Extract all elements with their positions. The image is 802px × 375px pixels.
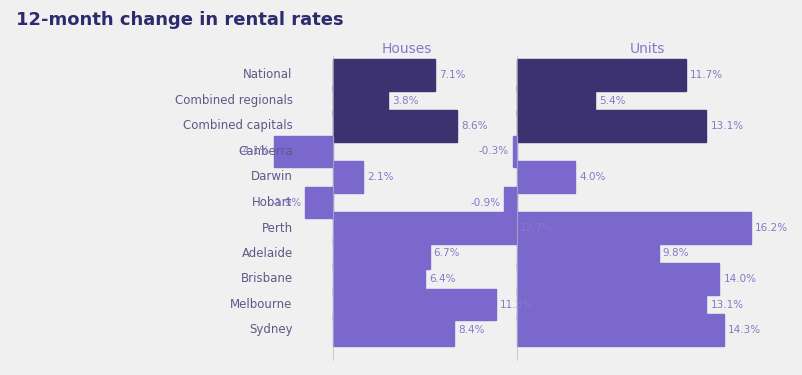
Text: 14.0%: 14.0% [723, 274, 756, 284]
Text: 16.2%: 16.2% [755, 223, 788, 233]
Bar [517, 59, 687, 91]
Bar [273, 136, 333, 167]
Text: Melbourne: Melbourne [230, 298, 293, 311]
Bar [517, 263, 719, 295]
Bar [333, 289, 496, 320]
Text: Brisbane: Brisbane [241, 273, 293, 285]
Bar [517, 161, 575, 193]
Text: Combined capitals: Combined capitals [183, 120, 293, 132]
Bar [333, 59, 435, 91]
Bar [306, 187, 333, 218]
Text: -0.9%: -0.9% [470, 198, 500, 207]
Bar [517, 212, 751, 244]
Text: 2.1%: 2.1% [367, 172, 394, 182]
Text: National: National [243, 69, 293, 81]
Text: Houses: Houses [382, 42, 431, 56]
Text: 7.1%: 7.1% [439, 70, 466, 80]
Text: 13.1%: 13.1% [711, 300, 743, 309]
Text: Adelaide: Adelaide [241, 247, 293, 260]
Text: Perth: Perth [261, 222, 293, 234]
Bar [333, 238, 430, 269]
Text: -0.3%: -0.3% [479, 147, 509, 156]
Text: 5.4%: 5.4% [599, 96, 626, 105]
Text: Units: Units [630, 42, 665, 56]
Text: 11.3%: 11.3% [500, 300, 533, 309]
Text: 13.1%: 13.1% [711, 121, 743, 131]
Bar [333, 212, 516, 244]
Text: 12.7%: 12.7% [520, 223, 553, 233]
Text: 11.7%: 11.7% [691, 70, 723, 80]
Text: Hobart: Hobart [253, 196, 293, 209]
Text: 6.4%: 6.4% [429, 274, 456, 284]
Text: 14.3%: 14.3% [727, 325, 761, 335]
Text: 6.7%: 6.7% [434, 249, 460, 258]
Text: -1.9%: -1.9% [271, 198, 302, 207]
Bar [517, 85, 595, 116]
Text: 9.8%: 9.8% [662, 249, 689, 258]
Text: -4.1%: -4.1% [239, 147, 269, 156]
Bar [333, 110, 457, 142]
Text: 12-month change in rental rates: 12-month change in rental rates [16, 11, 344, 29]
Bar [517, 110, 707, 142]
Bar [333, 263, 425, 295]
Text: Combined regionals: Combined regionals [175, 94, 293, 107]
Bar [513, 136, 517, 167]
Bar [504, 187, 517, 218]
Text: 3.8%: 3.8% [391, 96, 418, 105]
Bar [517, 289, 707, 320]
Text: 4.0%: 4.0% [579, 172, 606, 182]
Bar [333, 314, 454, 346]
Bar [333, 85, 387, 116]
Bar [517, 238, 658, 269]
Bar [333, 161, 363, 193]
Text: 8.6%: 8.6% [461, 121, 488, 131]
Bar [517, 314, 723, 346]
Text: 8.4%: 8.4% [458, 325, 484, 335]
Text: Sydney: Sydney [249, 324, 293, 336]
Text: Darwin: Darwin [251, 171, 293, 183]
Text: Canberra: Canberra [238, 145, 293, 158]
